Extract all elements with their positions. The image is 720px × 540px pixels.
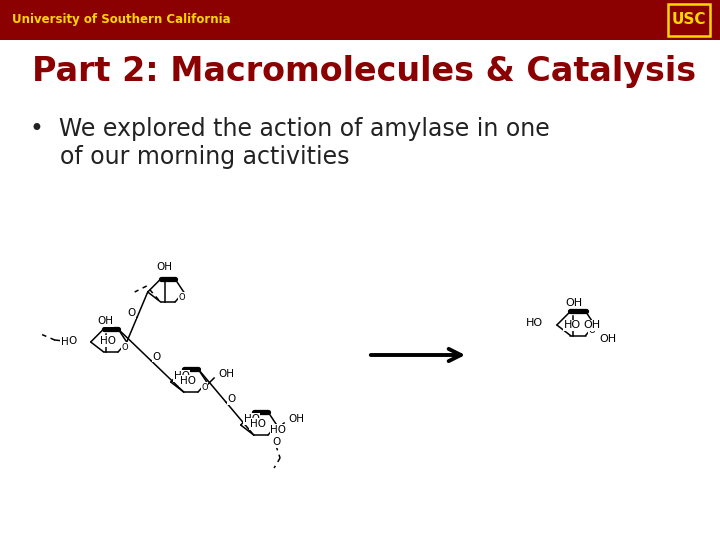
Text: OH: OH xyxy=(288,414,304,424)
Text: OH: OH xyxy=(98,316,114,326)
Text: OH: OH xyxy=(599,334,616,345)
Bar xyxy=(0,0,720,40)
Text: HO: HO xyxy=(180,376,196,386)
Text: HO: HO xyxy=(60,337,77,347)
Text: OH: OH xyxy=(565,298,582,307)
Text: HO: HO xyxy=(526,318,543,328)
Text: HO: HO xyxy=(174,371,189,381)
Text: OH: OH xyxy=(218,369,234,379)
Text: O: O xyxy=(178,293,185,301)
Text: HO: HO xyxy=(243,414,260,424)
Text: •  We explored the action of amylase in one: • We explored the action of amylase in o… xyxy=(30,117,550,141)
Bar xyxy=(668,4,710,36)
Text: O: O xyxy=(121,342,127,352)
Text: University of Southern California: University of Southern California xyxy=(12,14,230,26)
Text: O: O xyxy=(201,382,207,392)
Text: O: O xyxy=(153,352,161,361)
Text: HO: HO xyxy=(270,425,286,435)
Text: OH: OH xyxy=(583,320,600,330)
Text: O: O xyxy=(127,308,135,318)
Text: HO: HO xyxy=(564,320,581,330)
Text: HO: HO xyxy=(250,419,266,429)
Text: O: O xyxy=(228,394,236,404)
Text: Part 2: Macromolecules & Catalysis: Part 2: Macromolecules & Catalysis xyxy=(32,55,696,88)
Text: O: O xyxy=(589,326,595,335)
Text: OH: OH xyxy=(157,262,173,272)
Text: HO: HO xyxy=(99,336,116,346)
Text: O: O xyxy=(271,426,278,435)
Text: O: O xyxy=(68,336,77,346)
Text: USC: USC xyxy=(672,12,706,28)
Text: of our morning activities: of our morning activities xyxy=(30,145,349,169)
Text: O: O xyxy=(272,437,280,447)
